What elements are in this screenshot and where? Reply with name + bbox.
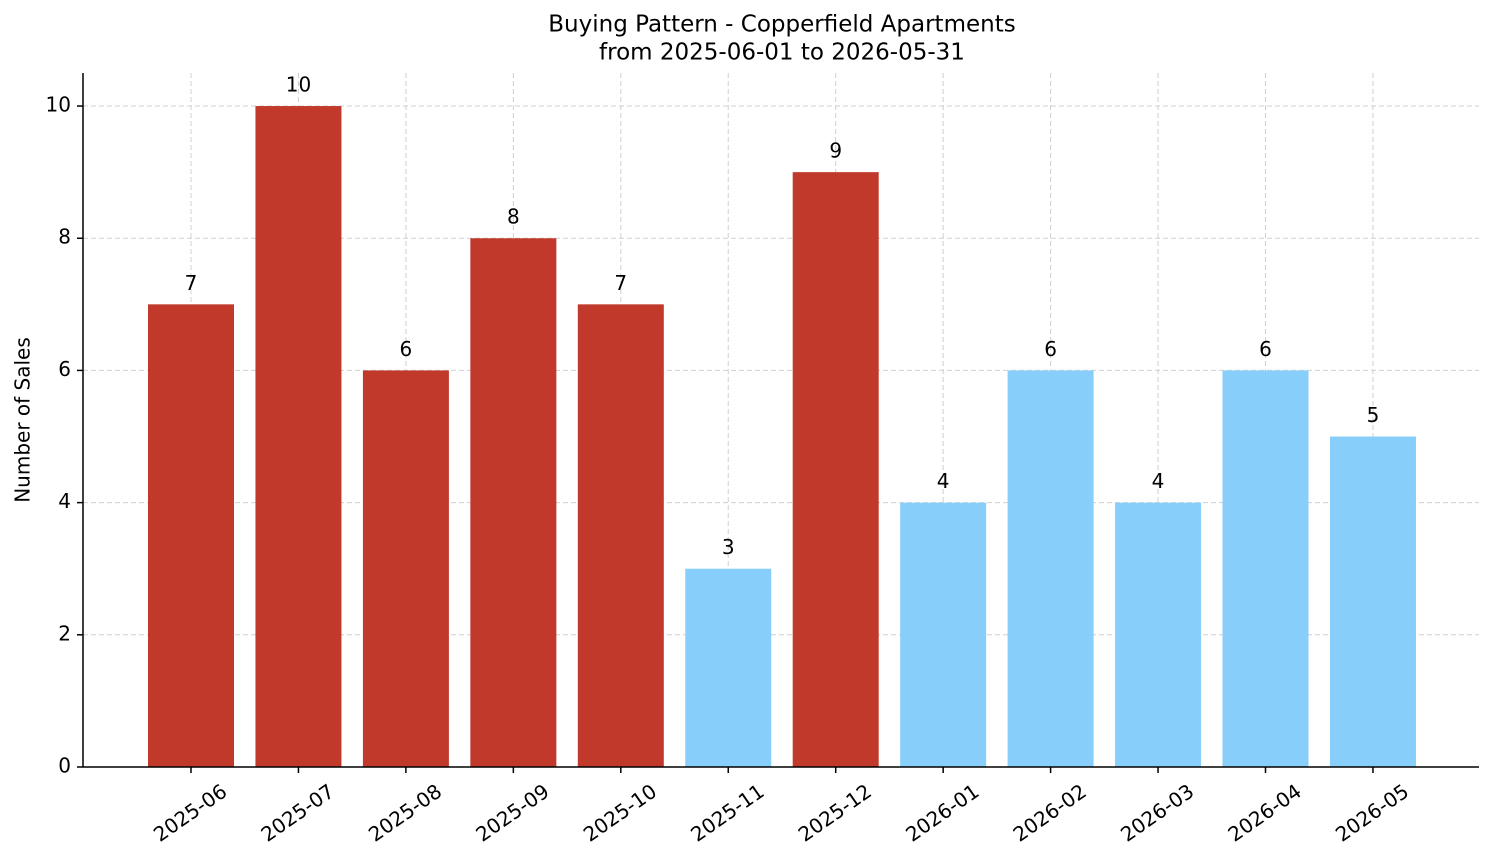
x-tick-label: 2025-12 [794, 779, 876, 847]
x-tick-label: 2025-10 [579, 779, 661, 847]
x-tick-label: 2025-07 [256, 779, 338, 847]
value-label: 4 [1152, 469, 1165, 493]
value-label: 9 [829, 139, 842, 163]
bar [792, 172, 879, 768]
x-tick-label: 2026-05 [1331, 779, 1413, 847]
x-tick-label: 2026-03 [1116, 779, 1198, 847]
x-tick-label: 2026-04 [1224, 779, 1306, 847]
x-tick-label: 2026-01 [901, 779, 983, 847]
bar [685, 568, 772, 767]
y-axis-label: Number of Sales [11, 337, 35, 503]
bar [362, 370, 449, 767]
y-tick-label: 2 [58, 621, 71, 645]
value-label: 6 [1259, 337, 1272, 361]
bar [577, 304, 664, 767]
x-tick-label: 2025-09 [471, 779, 553, 847]
x-tick-label: 2026-02 [1009, 779, 1091, 847]
value-label: 10 [286, 73, 311, 97]
x-tick-label: 2025-06 [149, 779, 231, 847]
chart-title: Buying Pattern - Copperfield Apartments [548, 12, 1015, 38]
value-label: 6 [400, 337, 413, 361]
y-tick-label: 0 [58, 754, 71, 778]
y-tick-label: 8 [58, 225, 71, 249]
value-label: 3 [722, 535, 735, 559]
bar [1115, 502, 1202, 767]
bar [1222, 370, 1309, 767]
bar [900, 502, 987, 767]
value-label: 7 [614, 271, 627, 295]
bar [1329, 436, 1416, 767]
y-tick-label: 6 [58, 357, 71, 381]
value-label: 8 [507, 205, 520, 229]
value-label: 6 [1044, 337, 1057, 361]
x-tick-label: 2025-11 [686, 779, 768, 847]
y-tick-label: 4 [58, 489, 71, 513]
x-tick-label: 2025-08 [364, 779, 446, 847]
chart-subtitle: from 2025-06-01 to 2026-05-31 [599, 40, 965, 66]
bar [148, 304, 234, 767]
bar [255, 106, 342, 768]
bar [1007, 370, 1094, 767]
value-label: 7 [185, 271, 198, 295]
value-label: 4 [937, 469, 950, 493]
value-label: 5 [1367, 403, 1380, 427]
y-tick-label: 10 [46, 93, 71, 117]
bar [470, 238, 557, 767]
